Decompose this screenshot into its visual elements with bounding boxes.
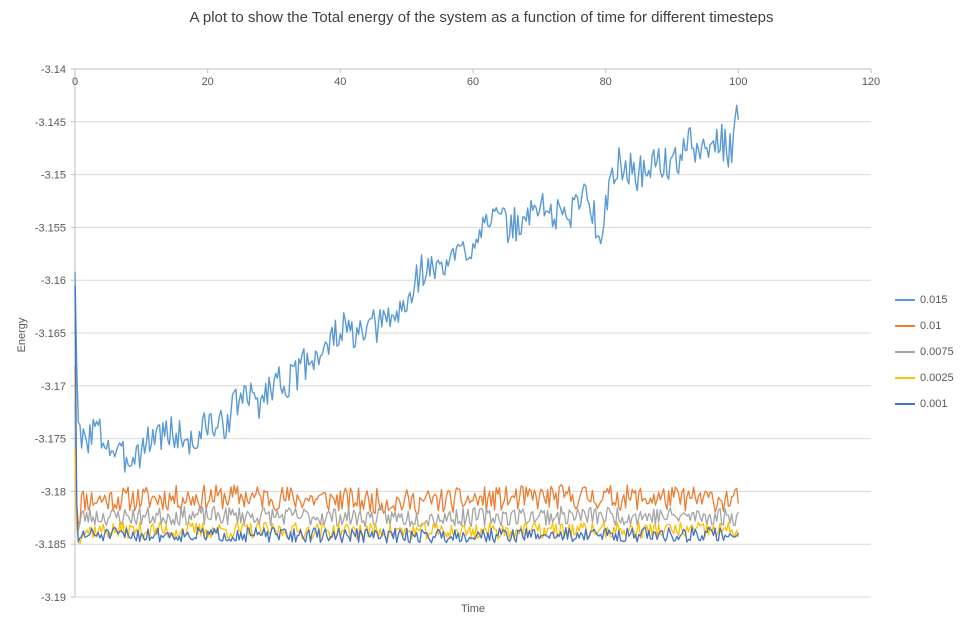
legend-label: 0.001 <box>920 397 948 410</box>
legend-label: 0.0075 <box>920 345 954 358</box>
x-tick-label: 80 <box>600 76 612 88</box>
x-tick-label: 120 <box>862 76 880 88</box>
x-axis-title: Time <box>460 603 486 615</box>
series-line-0.015 <box>74 104 739 473</box>
legend-line-swatch <box>895 299 915 301</box>
legend-label: 0.01 <box>920 319 942 332</box>
legend-item: 0.01 <box>895 313 954 339</box>
y-tick-label: -3.15 <box>41 170 66 182</box>
y-tick-label: -3.175 <box>35 434 66 446</box>
x-tick-label: 40 <box>334 76 346 88</box>
series-line-0.01 <box>74 366 739 525</box>
series-line-0.001 <box>74 285 739 544</box>
legend-label: 0.0025 <box>920 371 954 384</box>
legend-item: 0.001 <box>895 391 954 417</box>
x-tick-label: 60 <box>467 76 479 88</box>
y-tick-label: -3.185 <box>35 539 66 551</box>
y-tick-label: -3.155 <box>35 222 66 234</box>
y-tick-label: -3.14 <box>41 64 66 76</box>
x-tick-label: 100 <box>729 76 747 88</box>
legend-line-swatch <box>895 325 915 327</box>
legend-line-swatch <box>895 403 915 405</box>
legend-line-swatch <box>895 351 915 353</box>
x-tick-label: 0 <box>72 76 78 88</box>
y-tick-label: -3.19 <box>41 592 66 604</box>
y-tick-label: -3.17 <box>41 381 66 393</box>
chart-title: A plot to show the Total energy of the s… <box>189 9 774 26</box>
legend-item: 0.0025 <box>895 365 954 391</box>
y-tick-label: -3.18 <box>41 486 66 498</box>
legend: 0.015 0.01 0.0075 0.0025 0.001 <box>895 287 954 417</box>
legend-item: 0.015 <box>895 287 954 313</box>
y-tick-label: -3.145 <box>35 117 66 129</box>
y-tick-label: -3.16 <box>41 275 66 287</box>
series-line-0.0075 <box>74 402 739 531</box>
legend-label: 0.015 <box>920 293 948 306</box>
x-tick-label: 20 <box>202 76 214 88</box>
legend-line-swatch <box>895 377 915 379</box>
legend-item: 0.0075 <box>895 339 954 365</box>
y-tick-label: -3.165 <box>35 328 66 340</box>
